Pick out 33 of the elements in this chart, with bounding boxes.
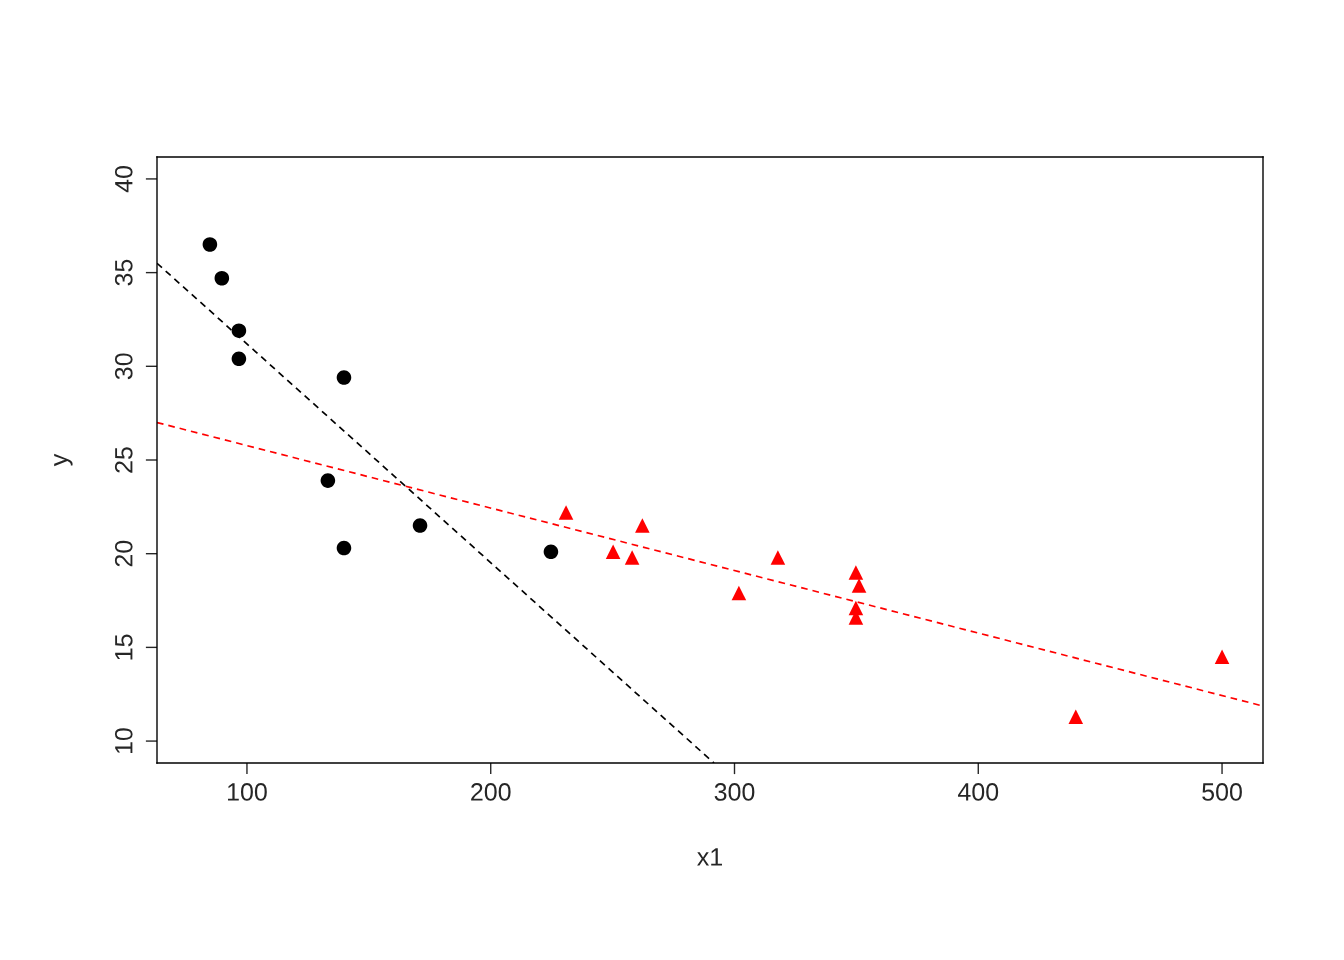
y-tick-label: 40: [114, 166, 133, 193]
point: [412, 518, 428, 533]
y-tick-label: 25: [114, 447, 133, 473]
x-tick-label: 100: [228, 783, 267, 801]
y-tick-label: 15: [115, 634, 133, 660]
y-axis-title: y: [54, 453, 73, 467]
point: [202, 237, 218, 252]
point: [320, 473, 336, 488]
y-tick-label: 10: [114, 728, 133, 754]
point: [336, 540, 352, 556]
y-tick-label: 35: [114, 259, 133, 286]
point: [770, 550, 786, 565]
point: [624, 550, 640, 565]
point: [231, 323, 247, 338]
point: [336, 370, 352, 385]
x-axis-title: x1: [697, 848, 722, 866]
x-tick-label: 500: [1202, 783, 1242, 801]
point: [543, 544, 559, 560]
point: [558, 505, 574, 520]
point: [605, 544, 621, 560]
y-tick-label: 30: [114, 353, 133, 380]
point: [214, 270, 230, 286]
point: [851, 578, 867, 593]
y-tick-label: 20: [114, 540, 133, 567]
point: [231, 351, 247, 367]
point: [731, 585, 747, 601]
point: [635, 518, 650, 533]
point: [1214, 649, 1230, 665]
x-tick-label: 200: [471, 783, 511, 801]
point: [848, 565, 864, 580]
x-tick-label: 300: [714, 783, 755, 801]
x-tick-label: 400: [957, 783, 999, 801]
point: [1068, 709, 1084, 724]
